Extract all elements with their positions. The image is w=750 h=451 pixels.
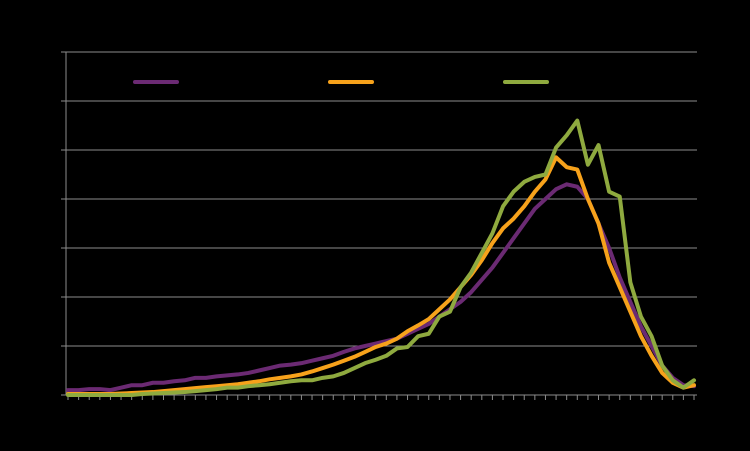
series-line <box>66 155 696 397</box>
series-line <box>66 118 696 397</box>
